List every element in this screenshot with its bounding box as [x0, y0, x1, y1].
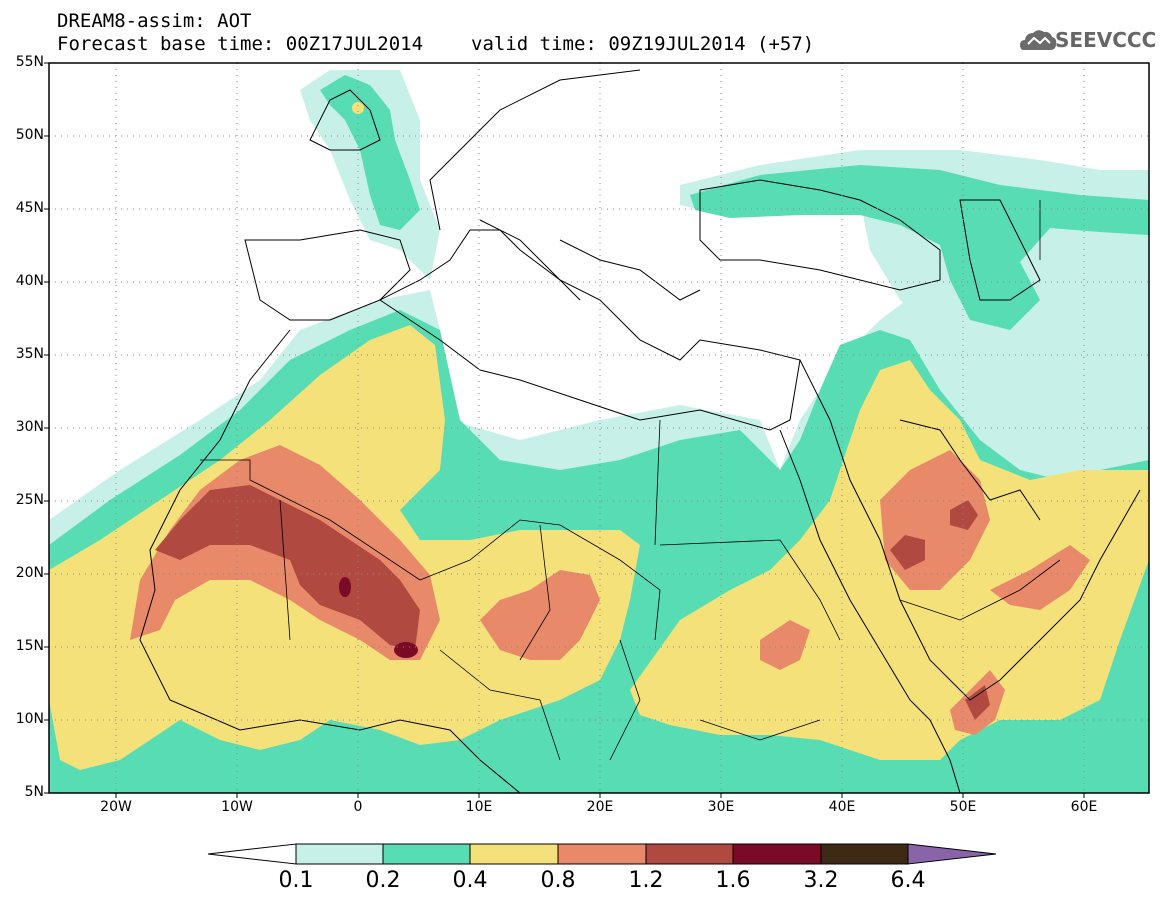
valid-time: valid time: 09Z19JUL2014 (+57) [471, 33, 815, 55]
colorbar-swatch [907, 843, 997, 865]
logo-text: SEEVCCC [1055, 28, 1157, 52]
lon-tick: 30E [707, 799, 735, 815]
colorbar-swatch [557, 843, 647, 865]
aot-band-1.6 [339, 577, 351, 597]
colorbar-label: 0.1 [278, 868, 314, 893]
lon-tick: 10W [221, 799, 253, 815]
lat-tick: 50N [15, 127, 44, 143]
lat-tick: 5N [24, 784, 44, 800]
aot-band-1.2 [155, 485, 420, 650]
lat-tick: 30N [15, 419, 44, 435]
colorbar-swatch [645, 843, 734, 865]
colorbar-label: 0.4 [452, 868, 488, 893]
colorbar-label: 1.6 [715, 868, 751, 893]
colorbar-swatch [732, 843, 822, 865]
lon-tick: 10E [465, 799, 493, 815]
colorbar-label: 3.2 [803, 868, 839, 893]
aot-band-0.2-europe [320, 75, 420, 230]
base-time: Forecast base time: 00Z17JUL2014 [57, 33, 424, 55]
colorbar-swatch [382, 843, 471, 865]
aot-band-1.6-b [394, 642, 418, 658]
cloud-icon [1020, 30, 1057, 50]
colorbar-label: 6.4 [890, 868, 926, 893]
aot-band-0.8-b [480, 570, 600, 660]
coastlines [139, 69, 1141, 793]
aot-band-0.2-north [690, 165, 1149, 330]
colorbar-swatch [295, 843, 384, 865]
lon-tick: 60E [1070, 799, 1098, 815]
lat-tick: 20N [15, 565, 44, 581]
aot-field [49, 63, 1149, 793]
colorbar-label: 0.8 [540, 868, 576, 893]
aot-band-0.8-d [990, 545, 1090, 610]
colorbar-swatch [469, 843, 559, 865]
lat-tick: 40N [15, 273, 44, 289]
lon-tick: 20W [100, 799, 132, 815]
aot-band-1.2-c [950, 500, 978, 530]
lat-tick: 15N [15, 638, 44, 654]
lon-tick: 40E [828, 799, 856, 815]
colorbar-under [207, 843, 297, 865]
colorbar-label: 1.2 [628, 868, 664, 893]
lat-tick: 45N [15, 200, 44, 216]
lat-tick: 25N [15, 492, 44, 508]
aot-band-0.8-f [760, 620, 810, 670]
aot-band-1.2-d [965, 685, 990, 720]
borders [200, 200, 1061, 761]
lat-tick: 10N [15, 711, 44, 727]
lat-tick: 35N [15, 346, 44, 362]
colorbar-swatch [820, 843, 909, 865]
colorbar [207, 843, 997, 865]
lon-tick: 0 [353, 799, 363, 815]
aot-band-1.2-b [890, 535, 925, 570]
map-title: DREAM8-assim: AOT [57, 10, 252, 32]
lat-tick: 55N [15, 54, 44, 70]
lon-tick: 20E [586, 799, 614, 815]
lon-tick: 50E [949, 799, 977, 815]
colorbar-label: 0.2 [365, 868, 401, 893]
time-info: Forecast base time: 00Z17JUL2014 valid ti… [57, 33, 814, 55]
